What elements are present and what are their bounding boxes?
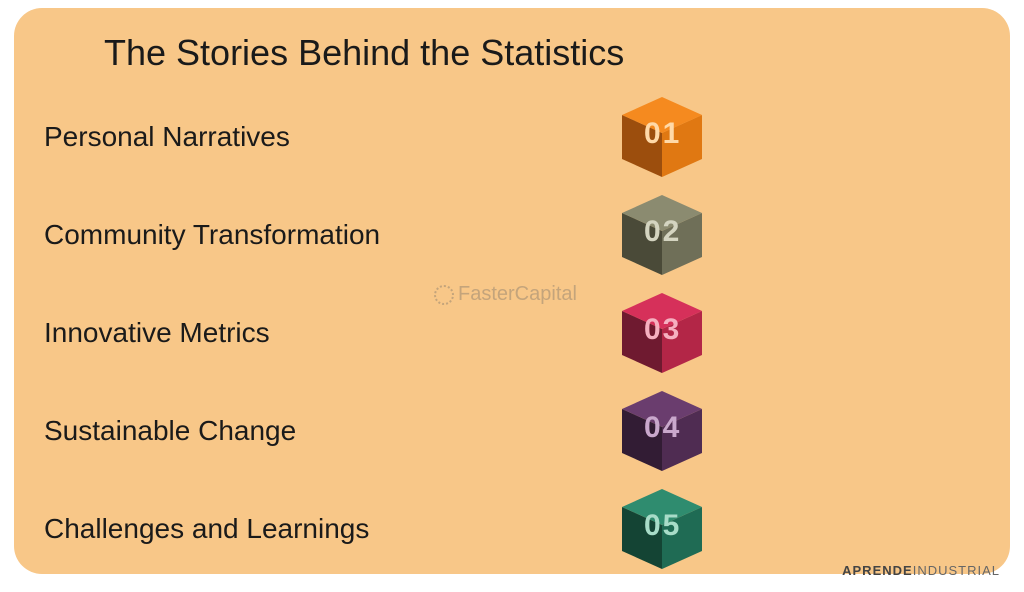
number-cube: 04 — [612, 391, 702, 471]
number-cube: 03 — [612, 293, 702, 373]
footer-brand: APRENDEINDUSTRIAL — [842, 563, 1000, 578]
item-list: Personal Narratives 01 Community Transform… — [44, 102, 980, 564]
watermark: FasterCapital — [434, 283, 577, 306]
list-item: Challenges and Learnings 05 — [44, 494, 980, 564]
list-item: Innovative Metrics 03 — [44, 298, 980, 368]
number-cube: 01 — [612, 97, 702, 177]
number-cube: 02 — [612, 195, 702, 275]
item-label: Sustainable Change — [44, 415, 604, 447]
number-cube: 05 — [612, 489, 702, 569]
item-number: 03 — [644, 313, 681, 347]
footer-part1: APRENDE — [842, 563, 913, 578]
item-label: Challenges and Learnings — [44, 513, 604, 545]
gear-icon — [434, 285, 454, 305]
footer-part2: INDUSTRIAL — [913, 563, 1000, 578]
item-number: 05 — [644, 509, 681, 543]
infographic-card: The Stories Behind the Statistics Person… — [14, 8, 1010, 574]
page-title: The Stories Behind the Statistics — [104, 32, 980, 74]
list-item: Sustainable Change 04 — [44, 396, 980, 466]
list-item: Personal Narratives 01 — [44, 102, 980, 172]
item-label: Personal Narratives — [44, 121, 604, 153]
item-number: 02 — [644, 215, 681, 249]
watermark-text: FasterCapital — [458, 283, 577, 306]
list-item: Community Transformation 02 — [44, 200, 980, 270]
item-number: 01 — [644, 117, 681, 151]
item-label: Community Transformation — [44, 219, 604, 251]
item-number: 04 — [644, 411, 681, 445]
item-label: Innovative Metrics — [44, 317, 604, 349]
